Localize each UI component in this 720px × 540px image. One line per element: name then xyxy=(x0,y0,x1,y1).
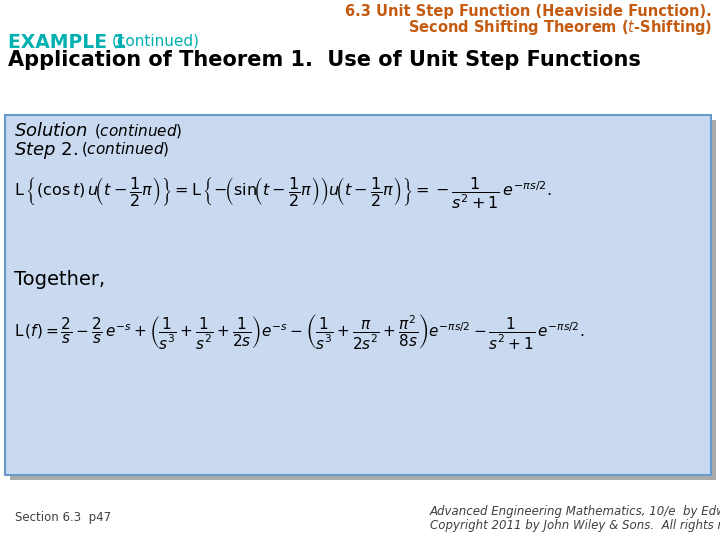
Text: Together,: Together, xyxy=(14,270,105,289)
Text: Application of Theorem 1.  Use of Unit Step Functions: Application of Theorem 1. Use of Unit St… xyxy=(8,50,641,70)
Text: Second Shifting Theorem ($t$-Shifting): Second Shifting Theorem ($t$-Shifting) xyxy=(408,18,712,37)
FancyBboxPatch shape xyxy=(5,115,711,475)
Text: (continued): (continued) xyxy=(112,33,200,48)
Text: Copyright 2011 by John Wiley & Sons.  All rights reserved.: Copyright 2011 by John Wiley & Sons. All… xyxy=(430,519,720,532)
Text: Advanced Engineering Mathematics, 10/e  by Edwin Kreyszig: Advanced Engineering Mathematics, 10/e b… xyxy=(430,505,720,518)
Text: 6.3 Unit Step Function (Heaviside Function).: 6.3 Unit Step Function (Heaviside Functi… xyxy=(346,4,712,19)
Text: $\mathit{Solution}$: $\mathit{Solution}$ xyxy=(14,122,88,140)
Text: $\mathit{(continued)}$: $\mathit{(continued)}$ xyxy=(94,122,182,140)
Text: $\mathrm{L}\,(f)=\dfrac{2}{s}-\dfrac{2}{s}\,e^{-s}+\left(\dfrac{1}{s^3}+\dfrac{1: $\mathrm{L}\,(f)=\dfrac{2}{s}-\dfrac{2}{… xyxy=(14,312,585,351)
Text: $\mathit{Step\ 2.}$: $\mathit{Step\ 2.}$ xyxy=(14,140,78,161)
Text: $\mathit{(continued)}$: $\mathit{(continued)}$ xyxy=(81,140,169,158)
Text: Section 6.3  p47: Section 6.3 p47 xyxy=(15,511,111,524)
FancyBboxPatch shape xyxy=(10,120,716,480)
Text: EXAMPLE 1: EXAMPLE 1 xyxy=(8,33,127,52)
Text: $\mathrm{L}\,\left\{(\mathrm{cos}\,t)\,u\!\left(t-\dfrac{1}{2}\pi\right)\right\}: $\mathrm{L}\,\left\{(\mathrm{cos}\,t)\,u… xyxy=(14,175,552,211)
